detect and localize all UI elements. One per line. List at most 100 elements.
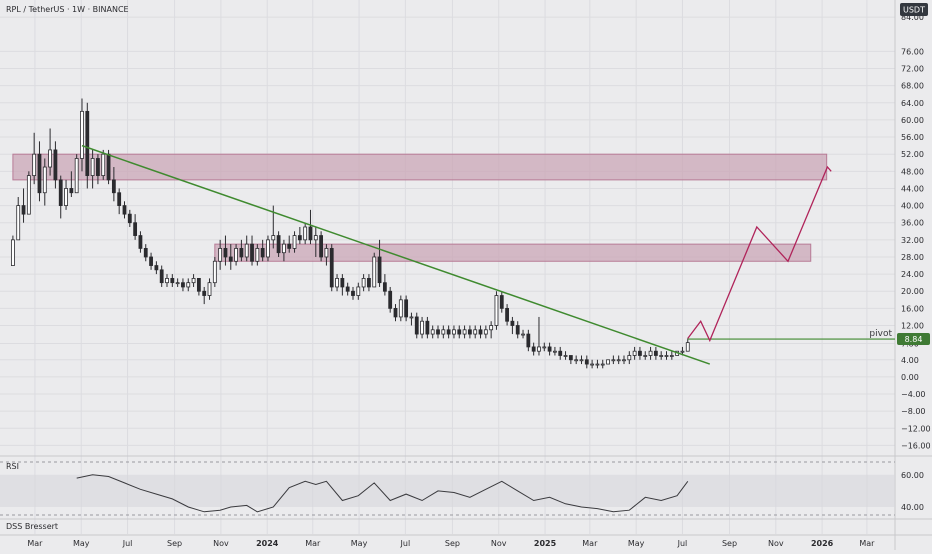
candle-body-up [616,359,621,362]
candle [218,239,223,270]
candle [255,244,260,266]
candle-body-up [218,248,223,262]
candle-body-up [659,355,664,357]
time-tick-label: Mar [305,539,321,548]
candle [202,286,207,305]
candle [553,346,557,356]
candle-body-down [446,329,451,335]
candle-body-down [351,290,355,296]
candle [627,351,632,365]
candle-body-down [127,213,132,224]
candle-body-up [335,277,339,288]
candle-body-down [457,329,462,335]
projection-path [687,165,832,343]
candle-body-up [462,329,467,335]
candle [26,171,31,215]
candle-body-down [250,243,254,262]
candle [483,325,488,339]
candle [223,235,228,266]
price-tick-label: 0.00 [901,373,919,382]
candle-body-up [271,235,276,241]
candle [111,167,116,202]
candle-body-up [441,329,446,335]
candle-body-down [653,350,658,356]
currency-badge[interactable] [900,3,928,16]
candle [377,239,382,287]
candle-body-down [276,235,281,254]
candle [186,278,191,292]
candle [568,355,573,365]
candle [345,282,350,296]
candle-body-up [420,320,424,335]
candle-body-up [553,350,557,353]
candle-body-up [409,316,414,319]
candle-body-up [234,248,238,262]
candle [143,244,148,262]
resistance-zone [12,153,828,181]
candle [303,222,308,245]
candle [425,316,430,339]
chart-title: RPL / TetherUS · 1W · BINANCE [6,5,129,14]
candle-body-up [494,295,499,326]
candle-body-up [324,248,329,258]
candle-body-down [547,346,552,352]
candle [175,278,180,287]
candle [685,338,690,352]
price-tick-label: −4.00 [901,390,926,399]
candle [382,274,387,296]
candle [335,274,339,292]
candle-body-down [143,248,148,258]
candle [452,325,456,339]
candle [441,325,446,339]
candle [80,98,84,172]
price-tick-label: 60.00 [901,116,924,125]
candle-body-down [297,235,302,241]
candle-body-up [648,350,653,356]
currency-badge-label: USDT [903,6,925,15]
candle [393,304,398,322]
candle-body-down [329,248,334,288]
rsi-tick-label: 60.00 [901,471,924,480]
candle [117,188,122,215]
candle [616,355,621,365]
candle-body-up [313,235,318,241]
candle [659,351,664,360]
candle [510,316,515,335]
candle-body-down [515,325,520,335]
rsi-line [76,474,689,513]
candle-body-up [42,166,47,194]
candle [457,325,462,339]
candle [74,154,79,194]
candle [37,141,42,202]
candle-body-up [266,239,270,258]
candle-body-up [191,277,196,284]
candle [367,274,371,292]
candle-body-down [436,329,440,335]
candle-body-up [563,355,568,357]
candle [101,149,106,180]
candle [467,325,472,339]
candle-body-up [356,286,361,296]
pivot-label: pivot [869,329,892,339]
candle-body-down [223,248,228,258]
candle-body-down [21,205,26,215]
candle-body-down [345,286,350,292]
candle-body-down [319,235,324,258]
candle [574,355,579,365]
candle-body-down [202,290,207,296]
candle [669,351,674,360]
candle [526,329,531,352]
price-tick-label: 12.00 [901,322,924,331]
candle [595,359,600,369]
candle [308,209,313,245]
candle [436,325,440,339]
candle [228,244,233,270]
candle [16,197,21,241]
candle [138,231,143,253]
candle-body-up [48,149,53,168]
time-tick-label: May [351,539,368,548]
candle-body-up [282,243,286,254]
candle [537,316,541,356]
candle [398,295,403,322]
